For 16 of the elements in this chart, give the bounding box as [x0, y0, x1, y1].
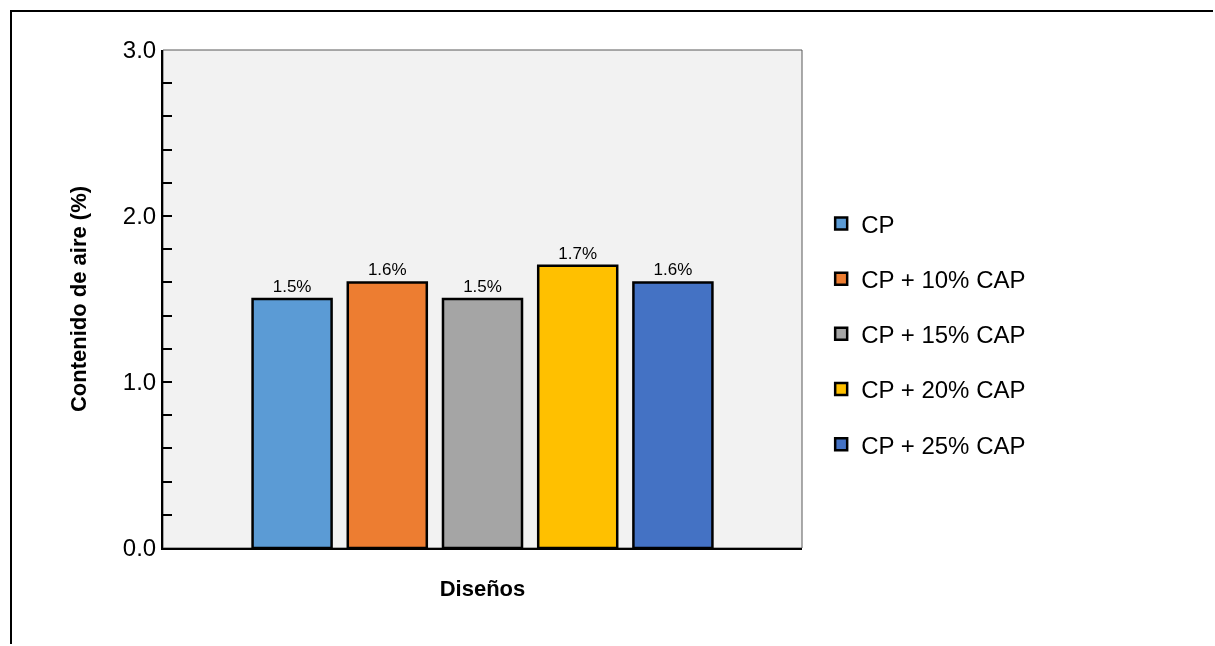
data-label: 1.6% — [653, 260, 693, 280]
y-tick-label: 1.0 — [122, 368, 157, 396]
data-label: 1.5% — [463, 277, 502, 296]
data-label: 1.6% — [367, 260, 407, 280]
data-label: 1.5% — [272, 277, 312, 296]
y-tick-label: 0.0 — [122, 534, 157, 562]
y-tick-label: 3.0 — [122, 36, 157, 64]
x-axis-title: Diseños — [439, 576, 526, 602]
legend-label: CP + 10% CAP — [861, 266, 1026, 294]
y-tick-label: 2.0 — [122, 202, 157, 230]
data-label: 1.7% — [558, 243, 598, 263]
legend-label: CP + 25% CAP — [861, 431, 1026, 459]
legend-label: CP + 20% CAP — [861, 376, 1026, 404]
legend-label: CP — [861, 210, 895, 238]
y-axis-title: Contenido de aire (%) — [66, 185, 92, 413]
legend-label: CP + 15% CAP — [861, 321, 1026, 349]
